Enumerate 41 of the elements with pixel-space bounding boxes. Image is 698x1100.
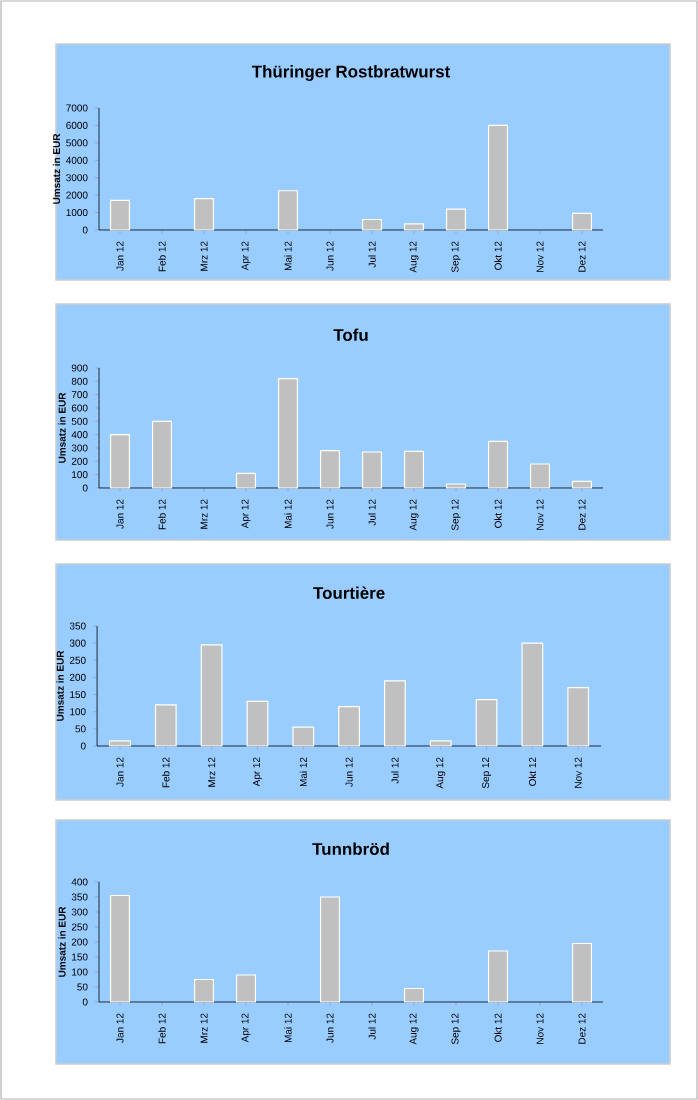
bar bbox=[277, 378, 299, 489]
bar bbox=[571, 480, 593, 489]
bar bbox=[487, 950, 509, 1003]
bar bbox=[403, 450, 425, 489]
bar bbox=[384, 680, 406, 747]
bar bbox=[521, 642, 544, 747]
chart-title: Thüringer Rostbratwurst bbox=[251, 65, 451, 81]
bar bbox=[571, 212, 593, 231]
bar bbox=[200, 644, 223, 747]
bar bbox=[361, 218, 383, 231]
bar bbox=[109, 740, 131, 747]
bar bbox=[246, 700, 269, 747]
bar bbox=[319, 450, 341, 489]
bar bbox=[154, 704, 177, 747]
bar bbox=[529, 463, 551, 489]
chart-title: Tunnbröd bbox=[312, 842, 389, 855]
bar bbox=[361, 451, 383, 489]
chart-title: Tourtière bbox=[313, 586, 385, 599]
bar bbox=[429, 740, 452, 747]
bar bbox=[235, 472, 257, 489]
bar bbox=[445, 208, 467, 231]
bar bbox=[403, 223, 425, 231]
bar bbox=[487, 440, 509, 489]
bar bbox=[338, 705, 361, 747]
bar bbox=[193, 198, 215, 231]
bar bbox=[151, 420, 173, 489]
bar bbox=[292, 726, 315, 747]
bar bbox=[319, 896, 341, 1003]
bar bbox=[403, 987, 425, 1003]
bar bbox=[235, 974, 257, 1003]
bar bbox=[109, 199, 131, 231]
bar bbox=[277, 190, 299, 231]
bar bbox=[193, 978, 215, 1003]
bar bbox=[445, 483, 467, 489]
bar bbox=[109, 434, 131, 489]
chart-title: Tofu bbox=[333, 328, 368, 341]
bar bbox=[109, 894, 131, 1003]
bar bbox=[475, 699, 498, 747]
bar bbox=[567, 687, 590, 747]
bar bbox=[487, 124, 509, 231]
bar bbox=[571, 942, 593, 1003]
